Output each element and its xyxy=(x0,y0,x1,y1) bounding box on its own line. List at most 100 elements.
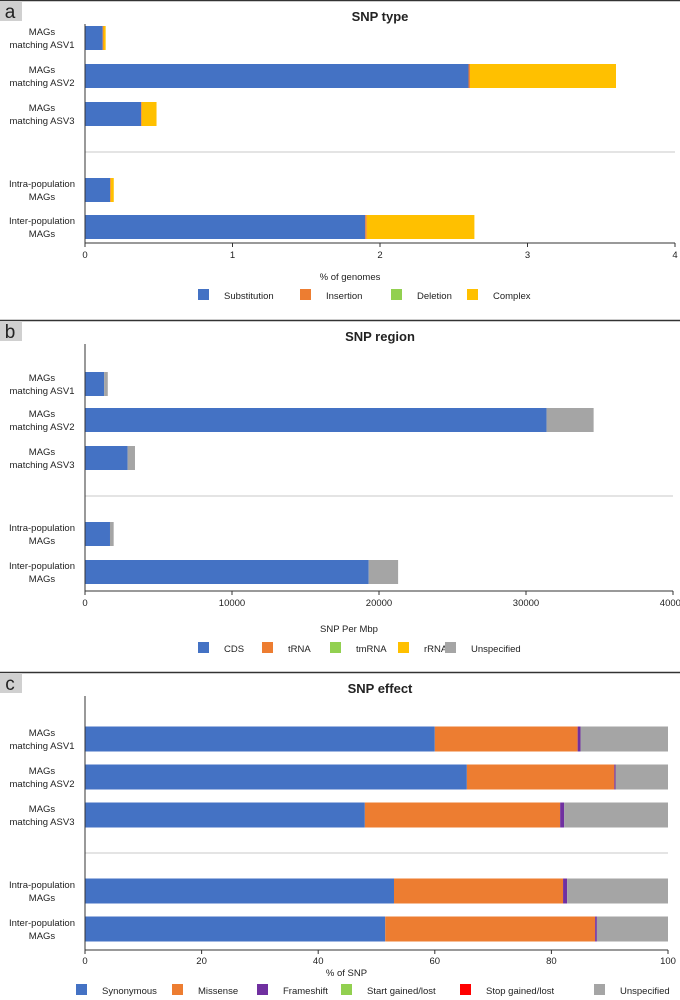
panel-b-legend-swatch xyxy=(198,642,209,653)
panel-a-bar-substitution xyxy=(85,102,142,126)
panel-a-bar-insertion xyxy=(468,64,470,88)
panel-c-category-label: matching ASV1 xyxy=(10,741,75,752)
panel-b-legend-swatch xyxy=(445,642,456,653)
panel-b-label-box xyxy=(0,321,22,341)
panel-c-bar-missense xyxy=(393,878,564,904)
panel-c-bar-frameshift xyxy=(577,726,581,752)
panel-b-legend-swatch xyxy=(398,642,409,653)
panel-c-legend-swatch xyxy=(172,984,183,995)
panel-c-category-label: matching ASV2 xyxy=(10,779,75,790)
panel-c-bar-unspecified xyxy=(567,878,668,904)
panel-b-category-label: matching ASV1 xyxy=(10,386,75,397)
panel-c-category-label: Intra-population xyxy=(9,880,75,891)
panel-c-category-label: Inter-population xyxy=(9,918,75,929)
panel-c-legend-label: Stop gained/lost xyxy=(486,986,554,997)
panel-b-legend-swatch xyxy=(262,642,273,653)
panel-a-bar-insertion xyxy=(102,26,104,50)
panel-a-legend-label: Insertion xyxy=(326,291,362,302)
panel-b-x-tick-label: 20000 xyxy=(366,598,392,609)
panel-a-bar-insertion xyxy=(110,178,111,202)
panel-c-legend-swatch xyxy=(341,984,352,995)
panel-a-bar-substitution xyxy=(85,26,103,50)
panel-c-legend-swatch xyxy=(594,984,605,995)
panel-a-bar-complex xyxy=(103,26,106,50)
panel-a-label: a xyxy=(5,2,16,23)
panel-a-x-tick-label: 4 xyxy=(672,250,677,261)
panel-c-bar-missense xyxy=(434,726,578,752)
panel-c-bar-unspecified xyxy=(596,916,668,942)
panel-a-bar-complex xyxy=(366,215,475,239)
panel-c-bar-frameshift xyxy=(563,878,568,904)
panel-a-bar-insertion xyxy=(141,102,142,126)
panel-c-legend-label: Missense xyxy=(198,986,238,997)
panel-c-x-axis-label: % of SNP xyxy=(326,968,367,979)
panel-c-bar-frameshift xyxy=(614,764,616,790)
panel-a-bar-substitution xyxy=(85,178,111,202)
panel-c-bar-synonymous xyxy=(85,878,394,904)
panel-c-x-tick-label: 100 xyxy=(660,956,676,967)
panel-a-legend-label: Substitution xyxy=(224,291,274,302)
panel-c-x-tick-label: 20 xyxy=(196,956,207,967)
panel-b-legend-label: CDS xyxy=(224,644,244,655)
panel-a-legend-swatch xyxy=(391,289,402,300)
panel-b-category-label: Intra-population xyxy=(9,523,75,534)
panel-c-bar-missense xyxy=(385,916,596,942)
panel-a-bar-complex xyxy=(141,102,157,126)
panel-c-bar-synonymous xyxy=(85,726,435,752)
panel-c-legend-swatch xyxy=(460,984,471,995)
panel-c-bar-unspecified xyxy=(615,764,668,790)
panel-b-x-tick-label: 10000 xyxy=(219,598,245,609)
panel-b-category-label: MAGs xyxy=(29,536,56,547)
panel-a-category-label: MAGs xyxy=(29,192,56,203)
panel-c-label-box xyxy=(0,673,22,693)
panel-c-legend-label: Unspecified xyxy=(620,986,670,997)
panel-b-legend-label: Unspecified xyxy=(471,644,521,655)
panel-c-category-label: MAGs xyxy=(29,728,56,739)
panel-a-bar-substitution xyxy=(85,64,469,88)
panel-b-category-label: MAGs xyxy=(29,447,56,458)
panel-a-legend-swatch xyxy=(300,289,311,300)
panel-c-category-label: MAGs xyxy=(29,804,56,815)
panel-c-title: SNP effect xyxy=(348,681,413,696)
panel-b-category-label: MAGs xyxy=(29,409,56,420)
panel-b-x-tick-label: 30000 xyxy=(513,598,539,609)
panel-a-category-label: Intra-population xyxy=(9,179,75,190)
panel-c-category-label: matching ASV3 xyxy=(10,817,75,828)
panel-a-bar-complex xyxy=(110,178,114,202)
panel-b-bar-cds xyxy=(85,408,547,432)
panel-c-category-label: MAGs xyxy=(29,766,56,777)
panel-c-category-label: MAGs xyxy=(29,931,56,942)
panel-c-bar-unspecified xyxy=(564,802,668,828)
panel-b-bar-unspecified xyxy=(546,408,594,432)
panel-a-legend-label: Complex xyxy=(493,291,531,302)
panel-c-bar-missense xyxy=(364,802,561,828)
panel-c-x-tick-label: 40 xyxy=(313,956,324,967)
panel-b-bar-cds xyxy=(85,372,105,396)
panel-a-legend-swatch xyxy=(467,289,478,300)
panel-b-bar-unspecified xyxy=(368,560,399,584)
panel-b-x-tick-label: 0 xyxy=(82,598,87,609)
panel-b-category-label: Inter-population xyxy=(9,561,75,572)
panel-c-bar-missense xyxy=(466,764,615,790)
panel-b-x-axis-label: SNP Per Mbp xyxy=(320,624,378,635)
panel-c-x-tick-label: 0 xyxy=(82,956,87,967)
panel-a-legend-swatch xyxy=(198,289,209,300)
panel-c-legend-swatch xyxy=(76,984,87,995)
panel-a-category-label: matching ASV2 xyxy=(10,78,75,89)
panel-b-legend-label: tmRNA xyxy=(356,644,387,655)
panel-b-legend-swatch xyxy=(330,642,341,653)
panel-c-bar-unspecified xyxy=(580,726,668,752)
panel-c-legend-label: Frameshift xyxy=(283,986,328,997)
panel-a-x-axis-label: % of genomes xyxy=(320,272,381,283)
panel-c-bar-frameshift xyxy=(595,916,597,942)
panel-c-legend-swatch xyxy=(257,984,268,995)
panel-b-category-label: MAGs xyxy=(29,373,56,384)
panel-b-bar-unspecified xyxy=(109,522,114,546)
panel-a-category-label: matching ASV1 xyxy=(10,40,75,51)
panel-b-category-label: MAGs xyxy=(29,574,56,585)
panel-b-bar-unspecified xyxy=(127,446,135,470)
panel-a-category-label: MAGs xyxy=(29,103,56,114)
panel-a-bar-insertion xyxy=(365,215,367,239)
panel-a-category-label: matching ASV3 xyxy=(10,116,75,127)
